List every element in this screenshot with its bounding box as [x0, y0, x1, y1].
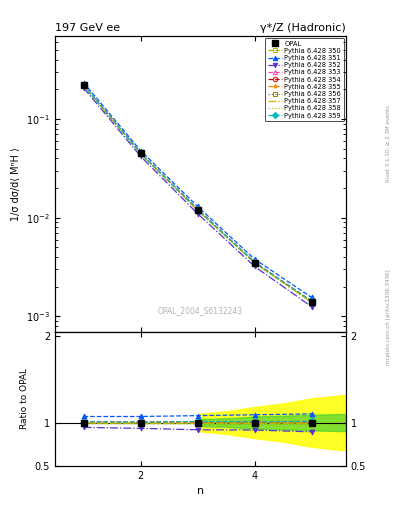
Text: 197 GeV ee: 197 GeV ee: [55, 23, 120, 33]
Text: OPAL_2004_S6132243: OPAL_2004_S6132243: [158, 306, 243, 315]
Y-axis label: Ratio to OPAL: Ratio to OPAL: [20, 368, 29, 429]
Y-axis label: 1/σ dσ/d⟨ MⁿH ⟩: 1/σ dσ/d⟨ MⁿH ⟩: [11, 147, 20, 221]
Text: Rivet 3.1.10; ≥ 2.3M events: Rivet 3.1.10; ≥ 2.3M events: [386, 105, 391, 182]
Legend: OPAL, Pythia 6.428 350, Pythia 6.428 351, Pythia 6.428 352, Pythia 6.428 353, Py: OPAL, Pythia 6.428 350, Pythia 6.428 351…: [265, 38, 344, 121]
Text: γ*/Z (Hadronic): γ*/Z (Hadronic): [260, 23, 346, 33]
X-axis label: n: n: [197, 486, 204, 496]
Text: mcplots.cern.ch [arXiv:1306.3436]: mcplots.cern.ch [arXiv:1306.3436]: [386, 270, 391, 365]
